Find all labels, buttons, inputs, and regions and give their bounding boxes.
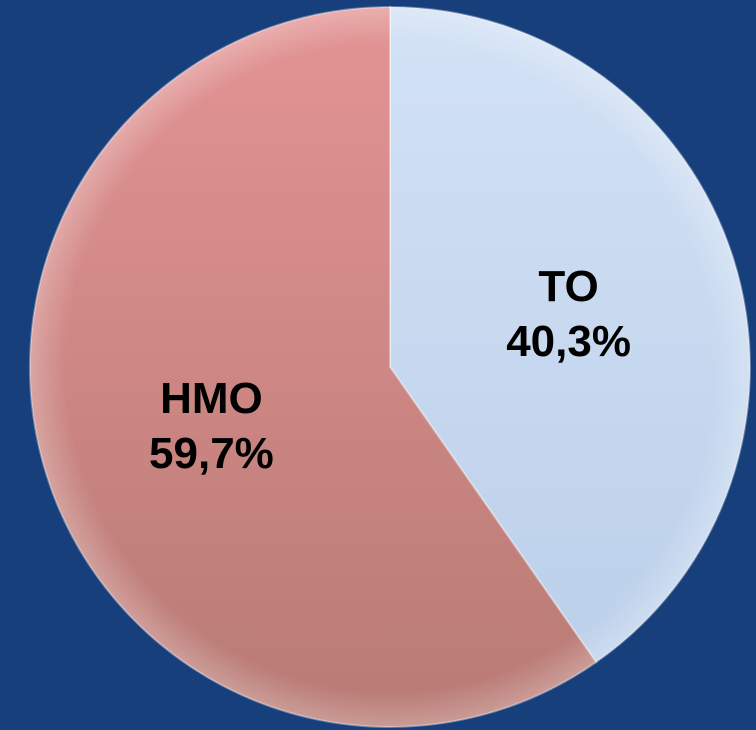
slice-value-to: 40,3% xyxy=(506,317,631,366)
slice-label-to: TO xyxy=(538,262,598,311)
slice-value-hmo: 59,7% xyxy=(149,429,274,478)
slice-label-hmo: HMO xyxy=(160,374,263,423)
